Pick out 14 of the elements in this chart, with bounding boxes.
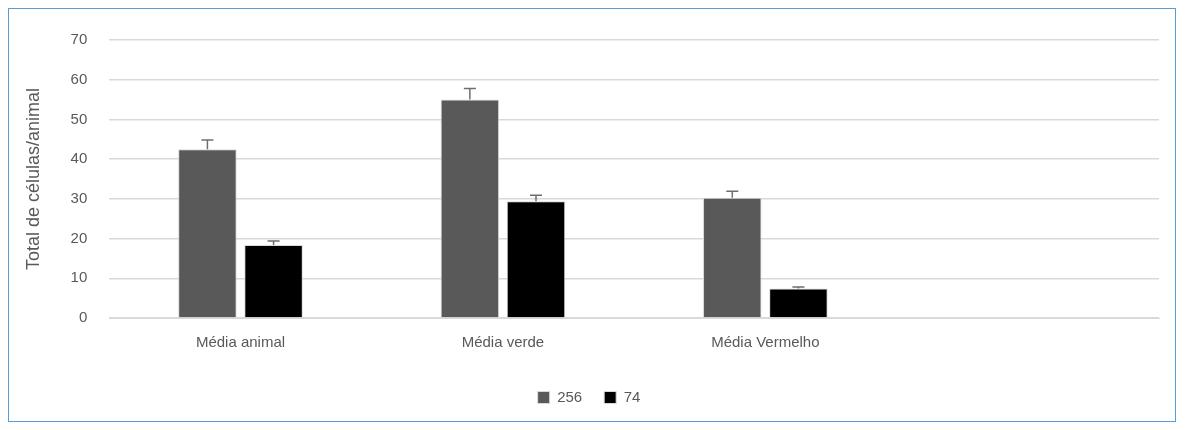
y-tick-label: 20 [70, 228, 88, 246]
y-tick-label: 0 [78, 308, 88, 326]
y-tick-label: 30 [70, 189, 88, 206]
y-tick-label: 70 [70, 30, 88, 48]
x-tick-label: Média Vermelho [711, 333, 820, 351]
y-axis-title: Total de células/animal [22, 87, 43, 271]
y-tick-label: 10 [70, 268, 88, 286]
y-tick-label: 50 [70, 109, 88, 127]
legend-label: 256 [557, 387, 583, 405]
x-tick-label: Média animal [195, 333, 286, 351]
legend-label: 74 [623, 387, 641, 405]
x-tick-label: Média verde [461, 333, 545, 351]
y-tick-label: 60 [70, 69, 88, 87]
y-tick-label: 40 [70, 149, 88, 167]
